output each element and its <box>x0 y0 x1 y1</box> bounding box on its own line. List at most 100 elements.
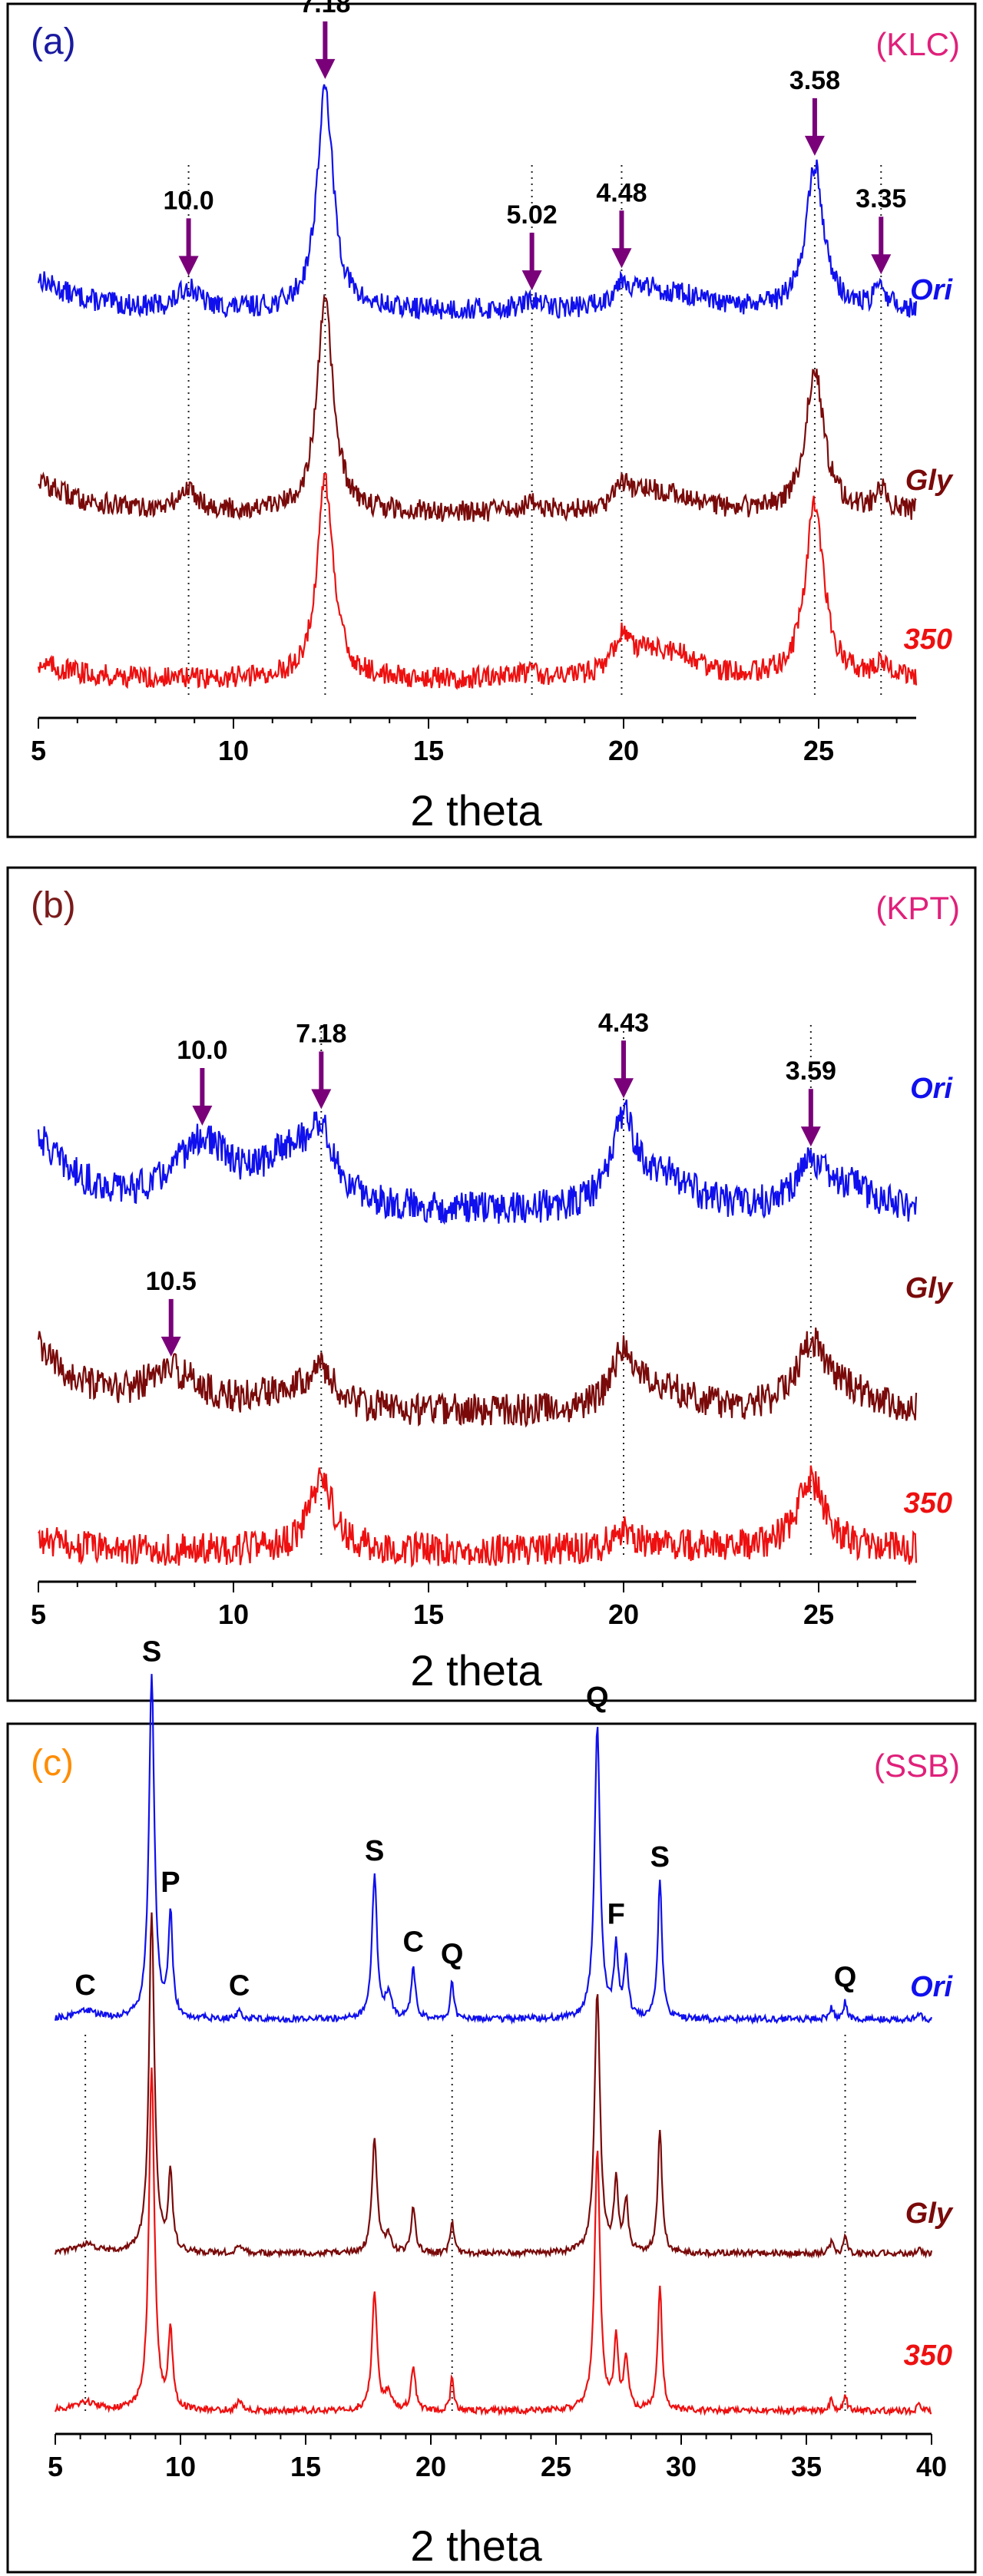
peak-arrow-head <box>311 1089 332 1109</box>
peak-d-spacing-label: 10.0 <box>177 1036 227 1065</box>
peak-d-spacing-label: 7.18 <box>300 0 350 18</box>
x-tick-label: 10 <box>218 735 249 766</box>
panel-b-peak-lines <box>320 1025 812 1559</box>
x-tick-label: 35 <box>791 2451 822 2482</box>
peak-arrow-head <box>804 135 825 156</box>
series-label-ori: Ori <box>910 1971 953 2003</box>
x-tick-label: 15 <box>413 735 444 766</box>
peak-arrow-head <box>192 1105 213 1126</box>
series-line-350 <box>38 1465 918 1568</box>
peak-arrow-head <box>161 1336 181 1357</box>
mineral-phase-label: Q <box>834 1962 857 1994</box>
peak-d-spacing-label: 4.48 <box>596 178 647 207</box>
panel-b-series-labels: Ori Gly 350 <box>904 1073 954 1519</box>
panel-c-x-axis-label: 2 theta <box>410 2521 542 2570</box>
mineral-phase-label: S <box>650 1841 670 1873</box>
mineral-phase-label: Q <box>586 1682 609 1714</box>
peak-d-spacing-label: 7.18 <box>296 1019 346 1048</box>
mineral-phase-label: C <box>74 1969 95 2002</box>
series-line-350 <box>54 2067 932 2417</box>
x-tick-label: 25 <box>541 2451 571 2482</box>
series-line-ori <box>37 84 918 320</box>
panel-b-curves <box>37 1099 918 1568</box>
series-label-ori: Ori <box>910 274 953 306</box>
panel-a-x-axis: 5 10 15 20 25 <box>31 716 916 766</box>
x-tick-label: 10 <box>218 1599 249 1630</box>
series-label-350: 350 <box>904 623 952 656</box>
panel-c-peak-lines <box>84 2035 846 2411</box>
x-tick-label: 25 <box>803 735 834 766</box>
panel-a-frame <box>6 2 977 838</box>
peak-arrow-head <box>315 58 336 79</box>
series-label-ori: Ori <box>910 1073 953 1105</box>
panel-b-sample-name: (KPT) <box>875 890 960 926</box>
panel-c-letter: (c) <box>31 1743 74 1784</box>
x-tick-label: 40 <box>916 2451 947 2482</box>
peak-arrow-head <box>521 270 542 291</box>
x-tick-label: 20 <box>608 735 639 766</box>
mineral-phase-label: C <box>229 1969 250 2002</box>
peak-d-spacing-label: 4.43 <box>598 1008 649 1037</box>
panel-a-x-axis-label: 2 theta <box>410 786 542 835</box>
x-tick-label: 5 <box>48 2451 63 2482</box>
peak-d-spacing-label: 3.35 <box>856 184 906 213</box>
x-tick-label: 5 <box>31 735 46 766</box>
panel-a-annotations: 10.0 7.18 5.02 4.48 3.58 3.35 <box>163 0 906 291</box>
mineral-phase-label: P <box>161 1867 180 1899</box>
series-line-350 <box>37 473 918 690</box>
mineral-phase-label: S <box>365 1835 384 1867</box>
peak-arrow-head <box>614 1078 634 1099</box>
series-line-gly <box>54 1912 933 2260</box>
peak-arrow-head <box>611 248 632 269</box>
x-tick-label: 20 <box>608 1599 639 1630</box>
series-label-350: 350 <box>904 1487 952 1519</box>
series-label-gly: Gly <box>905 2197 954 2230</box>
panel-a: (a) (KLC) 10.0 7.18 5.02 4.48 3.58 3.35 Ori Gl… <box>6 0 977 838</box>
series-label-gly: Gly <box>905 465 954 497</box>
series-line-gly <box>37 1328 918 1428</box>
mineral-phase-label: F <box>607 1898 625 1930</box>
x-tick-label: 10 <box>165 2451 196 2482</box>
peak-d-spacing-label: 3.59 <box>786 1057 836 1086</box>
panel-b: (b) (KPT) 10.0 10.5 7.18 4.43 3.59 Ori Gly 350… <box>6 866 977 1702</box>
peak-d-spacing-label: 10.5 <box>146 1267 197 1296</box>
panel-a-curves <box>37 84 918 690</box>
panel-c-x-axis: 5 10 15 20 25 30 35 40 <box>48 2432 947 2482</box>
mineral-phase-label: Q <box>441 1939 464 1971</box>
mineral-phase-label: C <box>402 1926 423 1959</box>
mineral-phase-label: S <box>142 1636 161 1668</box>
panel-b-x-axis: 5 10 15 20 25 <box>31 1580 916 1630</box>
panel-c-series-labels: Ori Gly 350 <box>904 1971 954 2372</box>
peak-arrow-head <box>800 1126 821 1147</box>
panel-c-frame <box>6 1722 977 2574</box>
series-line-ori <box>54 1674 933 2025</box>
panel-a-series-labels: Ori Gly 350 <box>904 274 954 656</box>
panel-c-curves <box>54 1674 933 2417</box>
x-tick-label: 20 <box>415 2451 446 2482</box>
x-tick-label: 15 <box>413 1599 444 1630</box>
x-tick-label: 15 <box>290 2451 321 2482</box>
series-label-350: 350 <box>904 2340 952 2372</box>
panel-c-sample-name: (SSB) <box>874 1748 960 1784</box>
panel-b-x-axis-label: 2 theta <box>410 1646 542 1695</box>
panel-b-frame <box>6 866 977 1702</box>
panel-a-peak-lines <box>187 165 882 695</box>
x-tick-label: 5 <box>31 1599 46 1630</box>
series-line-ori <box>37 1099 918 1225</box>
x-tick-label: 30 <box>666 2451 697 2482</box>
peak-d-spacing-label: 10.0 <box>163 186 213 215</box>
series-line-gly <box>38 293 917 522</box>
series-label-gly: Gly <box>905 1272 954 1305</box>
panel-a-sample-name: (KLC) <box>875 26 960 62</box>
panel-b-annotations: 10.0 10.5 7.18 4.43 3.59 <box>146 1008 836 1357</box>
x-tick-label: 25 <box>803 1599 834 1630</box>
peak-d-spacing-label: 3.58 <box>789 66 840 95</box>
panel-a-letter: (a) <box>31 21 76 62</box>
panel-b-letter: (b) <box>31 885 76 926</box>
peak-d-spacing-label: 5.02 <box>507 200 558 230</box>
peak-arrow-head <box>871 254 892 275</box>
peak-arrow-head <box>178 256 199 276</box>
